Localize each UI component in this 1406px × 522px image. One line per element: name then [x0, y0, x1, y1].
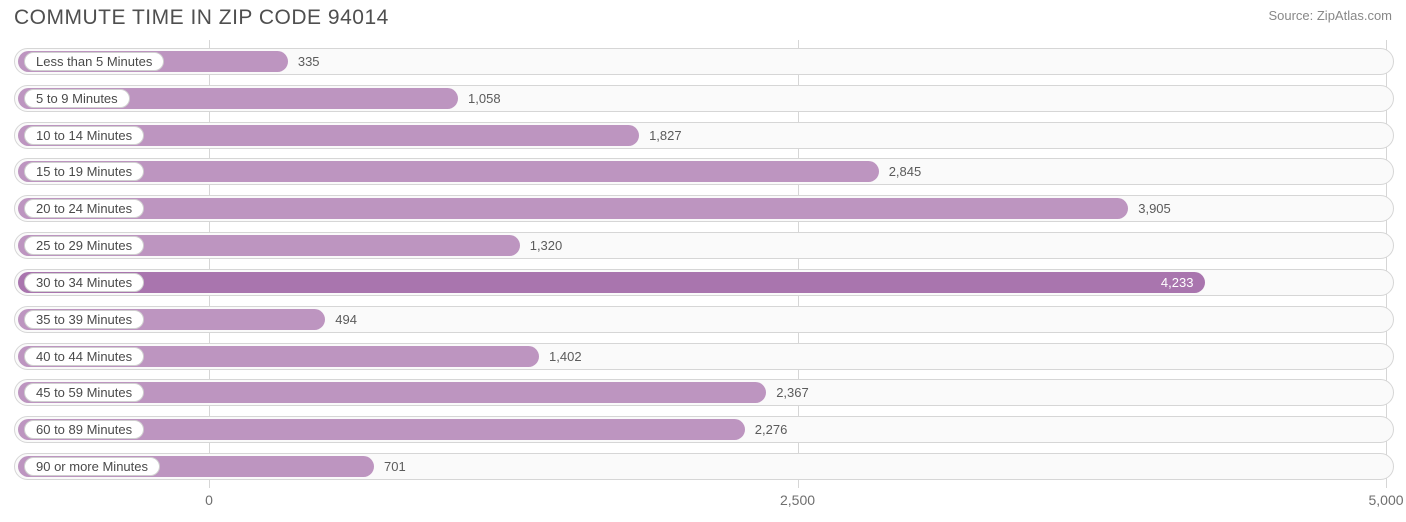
chart-title: COMMUTE TIME IN ZIP CODE 94014	[14, 6, 389, 30]
value-label: 4,233	[1161, 269, 1194, 296]
bar-row: 10 to 14 Minutes 1,827	[14, 122, 1394, 149]
category-pill: 90 or more Minutes	[24, 457, 160, 476]
value-label: 1,402	[549, 343, 582, 370]
category-pill: 40 to 44 Minutes	[24, 347, 144, 366]
value-label: 1,827	[649, 122, 682, 149]
bar-row: 20 to 24 Minutes 3,905	[14, 195, 1394, 222]
x-axis-tick: 0	[205, 492, 213, 508]
value-label: 2,276	[755, 416, 788, 443]
bar-row: 30 to 34 Minutes 4,233	[14, 269, 1394, 296]
bar	[18, 272, 1205, 293]
value-label: 2,367	[776, 379, 809, 406]
bar-row: 45 to 59 Minutes 2,367	[14, 379, 1394, 406]
bar-row: 35 to 39 Minutes 494	[14, 306, 1394, 333]
category-pill: 45 to 59 Minutes	[24, 383, 144, 402]
category-pill: 30 to 34 Minutes	[24, 273, 144, 292]
value-label: 3,905	[1138, 195, 1171, 222]
bar-row: 60 to 89 Minutes 2,276	[14, 416, 1394, 443]
category-pill: 5 to 9 Minutes	[24, 89, 130, 108]
category-pill: 20 to 24 Minutes	[24, 199, 144, 218]
bar	[18, 161, 879, 182]
value-label: 1,058	[468, 85, 501, 112]
bar-row: 15 to 19 Minutes 2,845	[14, 158, 1394, 185]
category-pill: Less than 5 Minutes	[24, 52, 164, 71]
chart-source: Source: ZipAtlas.com	[1268, 6, 1392, 23]
category-pill: 60 to 89 Minutes	[24, 420, 144, 439]
bar-row: 5 to 9 Minutes 1,058	[14, 85, 1394, 112]
value-label: 494	[335, 306, 357, 333]
bar-rows: Less than 5 Minutes 335 5 to 9 Minutes 1,05…	[14, 40, 1394, 488]
x-axis-tick: 5,000	[1368, 492, 1403, 508]
chart-plot-area: Less than 5 Minutes 335 5 to 9 Minutes 1,05…	[14, 40, 1394, 488]
value-label: 335	[298, 48, 320, 75]
category-pill: 15 to 19 Minutes	[24, 162, 144, 181]
value-label: 1,320	[530, 232, 563, 259]
bar-row: 90 or more Minutes 701	[14, 453, 1394, 480]
category-pill: 25 to 29 Minutes	[24, 236, 144, 255]
bar-row: Less than 5 Minutes 335	[14, 48, 1394, 75]
category-pill: 10 to 14 Minutes	[24, 126, 144, 145]
bar-row: 40 to 44 Minutes 1,402	[14, 343, 1394, 370]
bar-row: 25 to 29 Minutes 1,320	[14, 232, 1394, 259]
x-axis: 02,5005,000	[14, 492, 1394, 512]
value-label: 701	[384, 453, 406, 480]
x-axis-tick: 2,500	[780, 492, 815, 508]
chart-header: COMMUTE TIME IN ZIP CODE 94014 Source: Z…	[0, 0, 1406, 30]
bar	[18, 198, 1128, 219]
value-label: 2,845	[889, 158, 922, 185]
category-pill: 35 to 39 Minutes	[24, 310, 144, 329]
